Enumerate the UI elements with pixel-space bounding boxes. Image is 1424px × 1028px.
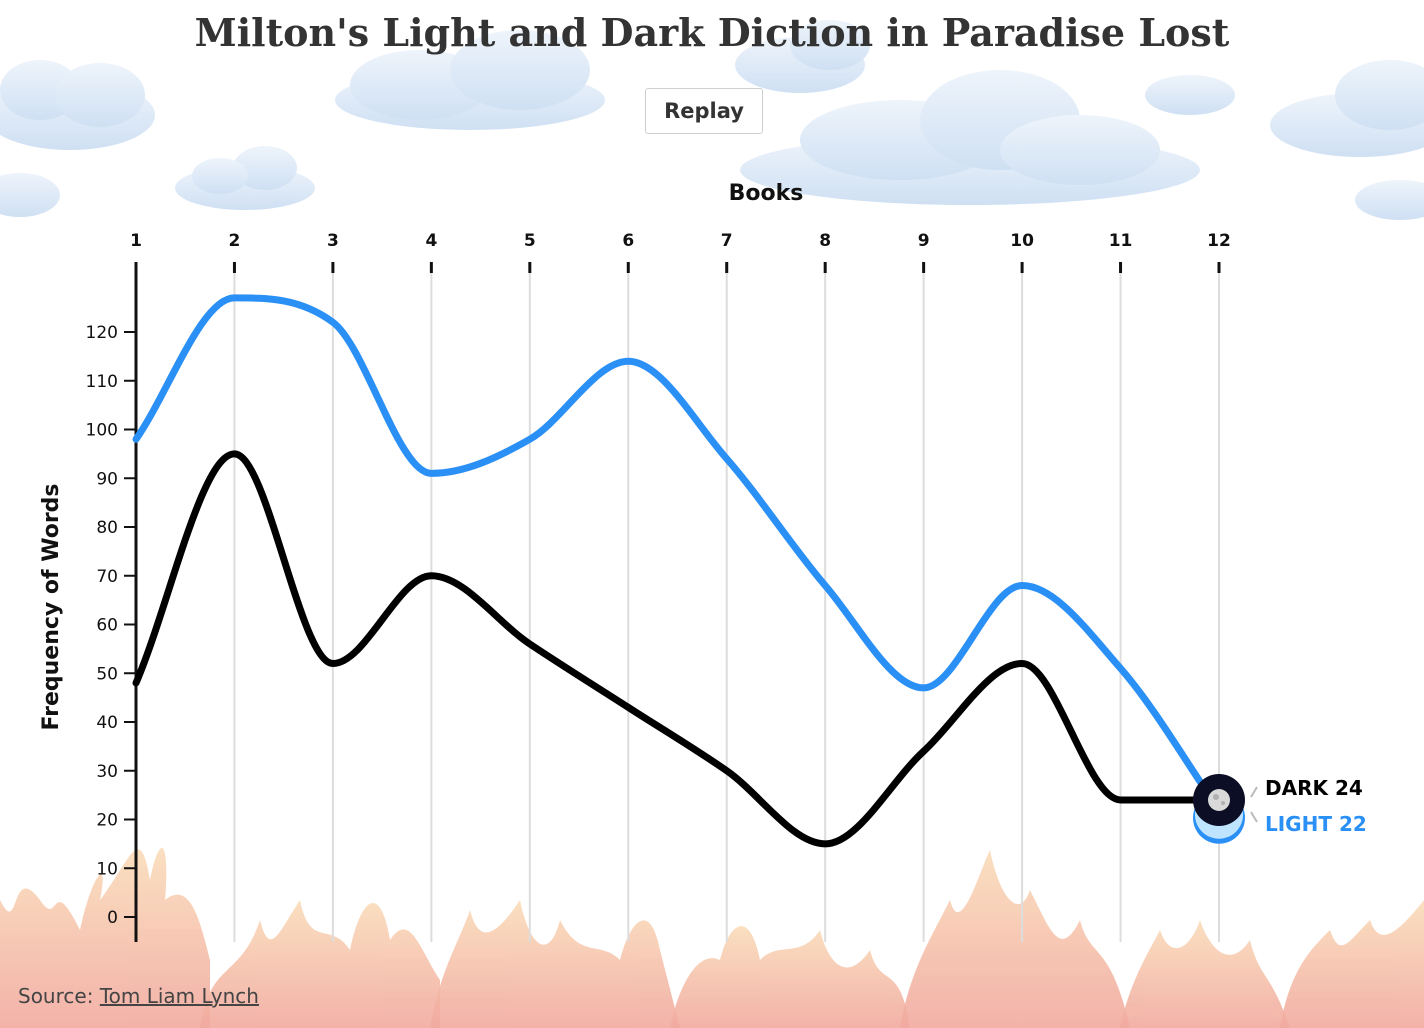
x-tick-label: 4 <box>425 231 437 251</box>
y-tick-label: 40 <box>96 713 118 733</box>
x-tick-label: 10 <box>1010 231 1034 251</box>
end-label-light: LIGHT 22 <box>1265 812 1367 836</box>
y-tick-label: 120 <box>86 323 118 343</box>
y-tick-label: 20 <box>96 811 118 831</box>
y-tick-label: 80 <box>96 518 118 538</box>
label-connector <box>1251 787 1257 797</box>
y-tick-label: 60 <box>96 616 118 636</box>
y-tick-label: 0 <box>107 908 118 928</box>
moon-crater-icon <box>1221 801 1225 805</box>
source-link[interactable]: Tom Liam Lynch <box>100 984 259 1008</box>
y-tick-label: 90 <box>96 469 118 489</box>
moon-crater-icon <box>1213 794 1219 800</box>
y-axis-title: Frequency of Words <box>39 483 64 730</box>
y-tick-label: 10 <box>96 859 118 879</box>
series-line-light <box>136 298 1219 810</box>
x-tick-label: 9 <box>918 231 930 251</box>
x-tick-label: 12 <box>1207 231 1231 251</box>
y-axis: 0 10 20 30 40 50 60 70 80 90 100 110 120 Frequency of… <box>39 262 136 942</box>
x-tick-label: 8 <box>819 231 831 251</box>
y-tick-label: 50 <box>96 664 118 684</box>
x-tick-label: 1 <box>130 231 142 251</box>
y-tick-label: 70 <box>96 567 118 587</box>
y-tick-label: 100 <box>86 421 118 441</box>
series-lines <box>136 298 1219 844</box>
x-tick-label: 6 <box>622 231 634 251</box>
end-label-dark: DARK 24 <box>1265 776 1363 800</box>
x-axis-title: Books <box>729 181 804 206</box>
label-connector <box>1251 812 1257 822</box>
x-tick-label: 5 <box>524 231 536 251</box>
moon-icon <box>1208 789 1230 811</box>
x-tick-label: 11 <box>1109 231 1133 251</box>
y-tick-label: 30 <box>96 762 118 782</box>
source-credit: Source: Tom Liam Lynch <box>18 984 259 1008</box>
grid-lines <box>234 262 1219 942</box>
line-chart: 1 2 3 4 5 6 7 8 9 10 11 12Books 0102030405060708090… <box>0 0 1424 1028</box>
series-line-dark <box>136 454 1219 844</box>
y-tick-label: 110 <box>86 372 118 392</box>
end-marker: DARK 24 LIGHT 22 <box>1193 774 1367 844</box>
x-tick-label: 3 <box>327 231 339 251</box>
x-tick-label: 2 <box>229 231 241 251</box>
x-tick-label: 7 <box>721 231 733 251</box>
source-prefix: Source: <box>18 984 93 1008</box>
